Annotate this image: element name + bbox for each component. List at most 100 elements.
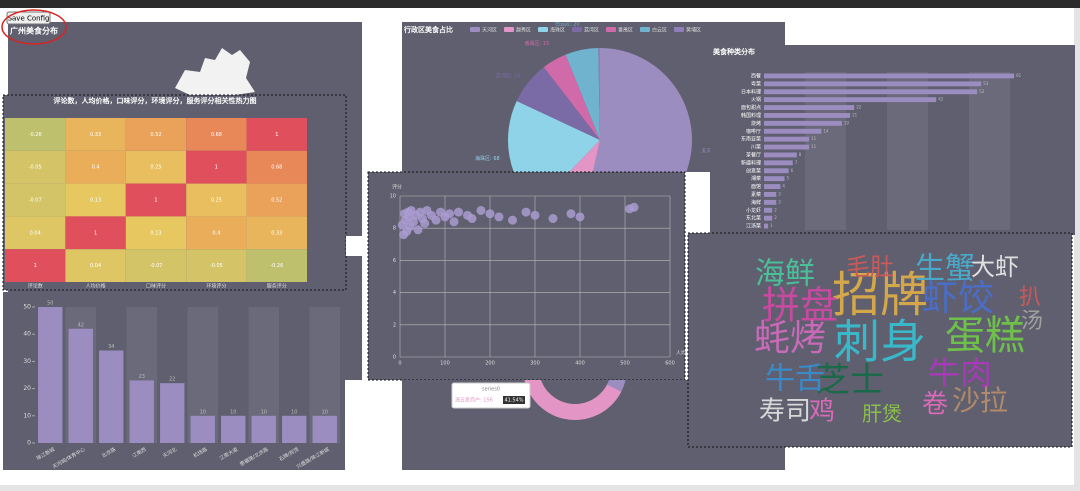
word: 肝煲 <box>862 402 902 426</box>
heat-cell <box>186 216 247 250</box>
bar <box>38 307 63 443</box>
bar <box>764 199 777 205</box>
value-label: 53 <box>983 81 989 86</box>
word: 毛肚 <box>846 253 894 281</box>
cell-label: -0.26 <box>29 132 42 138</box>
slice-label: 番禺区: 15 <box>525 40 550 47</box>
value-label: 5 <box>787 176 790 181</box>
heat-cell <box>186 183 247 217</box>
heat-cell <box>125 118 187 151</box>
point <box>485 209 495 219</box>
legend-swatch <box>572 27 582 32</box>
panel-border <box>687 232 1073 448</box>
y-tick-label: 面馆 <box>751 183 761 190</box>
value-label: 22 <box>856 105 862 110</box>
cell-label: -0.05 <box>210 263 223 269</box>
browser-tabs <box>0 0 1080 8</box>
y-tick-label: 0 <box>393 355 396 361</box>
bar <box>764 192 777 197</box>
panel-title: 评论数，人均价格，口味评分，环境评分，服务评分相关性热力图 <box>54 96 257 105</box>
word: 虾饺 <box>922 278 994 319</box>
heat-cell <box>246 183 307 217</box>
bar <box>160 383 185 443</box>
bar <box>764 105 855 110</box>
y-tick-label: 40 <box>23 331 31 338</box>
word: 蚝烤 <box>754 318 826 359</box>
scrollbar <box>1074 8 1080 485</box>
bar <box>764 215 773 221</box>
y-tick-label: 烧烤 <box>751 120 761 127</box>
legend-label: 白云区 <box>652 27 667 34</box>
value-label: 10 <box>291 409 297 415</box>
legend-label: 番禺区 <box>618 27 633 34</box>
bar <box>764 207 773 213</box>
heat-cell <box>5 249 66 282</box>
y-tick-label: 10 <box>390 194 396 200</box>
y-tick-label: 20 <box>23 385 31 392</box>
band-shade <box>969 72 1010 230</box>
bar <box>764 128 822 134</box>
y-tick-label: 6 <box>393 258 396 264</box>
pie-slice <box>516 67 600 140</box>
heat-cell <box>5 150 66 184</box>
word: 扒 <box>1019 285 1041 310</box>
heat-cell <box>65 150 126 184</box>
value-label: 4 <box>782 184 785 189</box>
bar <box>764 73 1015 79</box>
tooltip-badge <box>503 396 525 404</box>
y-tick-label: 江浙菜 <box>746 223 761 230</box>
heat-cell <box>65 249 126 282</box>
point <box>629 202 639 212</box>
cell-label: 0.25 <box>211 198 222 204</box>
axis-title: 评分 <box>392 184 402 191</box>
x-tick-label: 服务评分 <box>267 283 287 290</box>
annotation-circle <box>1 9 67 45</box>
ring-slice <box>607 380 626 392</box>
panel-title: 美食种类分布 <box>713 47 755 56</box>
point <box>521 207 531 217</box>
tooltip-label: 海五星商户: 156 <box>455 397 493 404</box>
value-label: 11 <box>811 144 817 149</box>
band-shade <box>805 72 846 230</box>
bar <box>190 415 215 443</box>
value-label: 22 <box>169 377 175 383</box>
word: 牛肉 <box>928 354 992 392</box>
y-tick-label: 湘菜 <box>751 175 761 182</box>
y-tick-label: 东北菜 <box>746 215 761 222</box>
heat-cell <box>246 150 307 184</box>
word: 鸡 <box>809 397 835 427</box>
x-tick-label: 口味评分 <box>146 283 166 290</box>
bar <box>764 113 851 118</box>
legend-swatch <box>538 27 548 32</box>
bar <box>251 415 276 443</box>
cell-label: -0.26 <box>270 263 283 269</box>
value-label: 3 <box>778 199 781 204</box>
cell-label: -0.05 <box>29 165 42 171</box>
button-label[interactable]: Save Config <box>8 15 50 23</box>
tooltip-title: series0 <box>482 387 500 393</box>
blank <box>346 236 366 256</box>
cell-label: 0.13 <box>90 198 101 204</box>
heat-cell <box>5 183 66 217</box>
value-label: 42 <box>938 97 944 102</box>
point <box>530 210 540 220</box>
word: 招牌 <box>832 267 928 323</box>
scrollbar <box>0 485 1080 491</box>
pie-slice <box>543 54 600 140</box>
cell-label: -0.07 <box>150 263 163 269</box>
value-label: 50 <box>47 301 53 307</box>
value-label: 34 <box>108 344 114 350</box>
bar <box>764 184 781 189</box>
bar <box>312 415 337 443</box>
value-label: 21 <box>852 112 858 117</box>
x-tick-label: 300 <box>530 361 540 367</box>
panel-title: 广州美食分布 <box>10 26 58 36</box>
heat-cell <box>65 216 126 250</box>
point <box>413 225 423 235</box>
pie-slice <box>569 140 600 172</box>
legend-label: 海珠区 <box>550 27 565 34</box>
point <box>476 205 486 215</box>
word: 蛋糕 <box>945 313 1025 359</box>
point <box>420 218 430 228</box>
